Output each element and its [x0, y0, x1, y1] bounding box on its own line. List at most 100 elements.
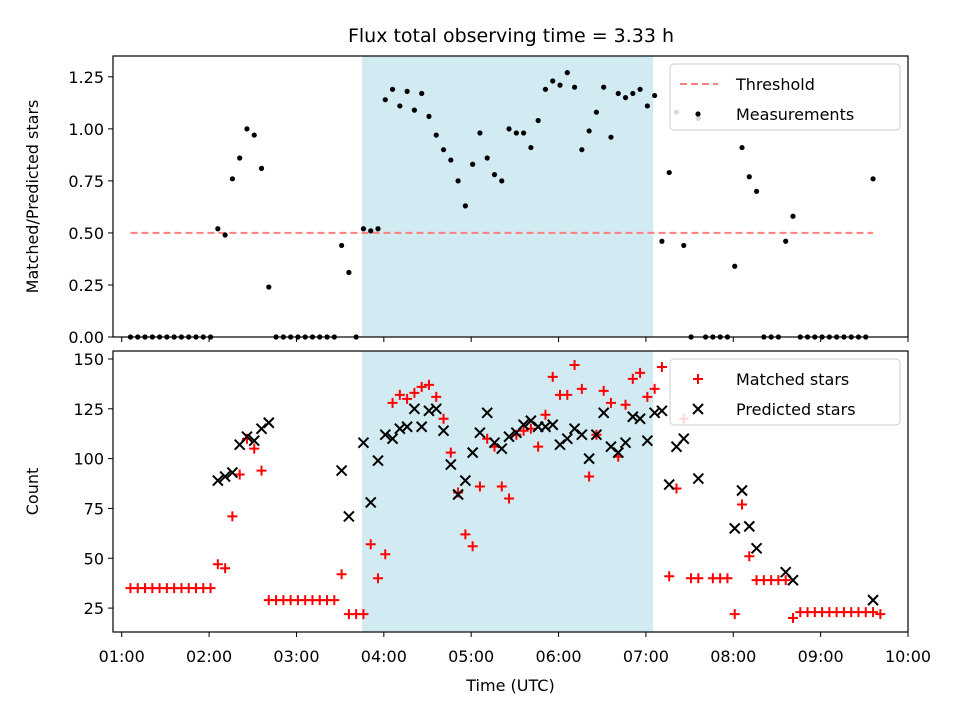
- legend-box: [669, 358, 901, 426]
- matched-marker: [787, 613, 798, 624]
- matched-marker: [605, 397, 616, 408]
- matched-marker: [394, 389, 405, 400]
- measurement-point: [215, 226, 221, 232]
- matched-marker: [227, 511, 238, 522]
- measurement-point: [753, 188, 760, 194]
- predicted-marker: [263, 417, 275, 429]
- predicted-marker: [241, 430, 253, 443]
- matched-marker: [649, 383, 660, 394]
- measurement-point: [637, 86, 643, 92]
- matched-marker: [365, 539, 376, 550]
- top-panel: 0.00 0.25 0.50 0.75 1.00 1.25 Matched/Predicte…: [23, 55, 909, 347]
- y-tick-label: 50: [84, 549, 104, 568]
- measurement-point: [521, 130, 527, 136]
- y-tick-label: 0.00: [68, 328, 104, 347]
- measurement-point: [397, 103, 403, 109]
- y-tick-label: 0.75: [68, 172, 104, 191]
- predicted-marker: [226, 466, 239, 479]
- predicted-marker: [212, 474, 224, 487]
- matched-marker: [504, 493, 515, 504]
- measurement-point: [513, 130, 519, 136]
- predicted-marker: [503, 430, 515, 443]
- measurement-point: [455, 178, 461, 184]
- matched-marker: [467, 541, 478, 552]
- predicted-marker: [787, 574, 799, 586]
- x-tick-label: 06:00: [535, 647, 581, 666]
- matched-marker: [234, 469, 245, 480]
- measurement-point: [659, 238, 665, 244]
- predicted-marker: [867, 594, 879, 606]
- matched-marker: [431, 391, 442, 402]
- x-tick-label: 01:00: [99, 647, 145, 666]
- matched-marker: [722, 573, 733, 584]
- predicted-marker: [372, 454, 384, 467]
- predicted-marker: [576, 428, 588, 441]
- matched-marker: [642, 391, 653, 402]
- matched-marker: [664, 571, 675, 582]
- predicted-marker: [408, 403, 421, 415]
- measurement-point: [491, 172, 498, 178]
- x-tick-label: 09:00: [798, 647, 844, 666]
- measurement-point: [652, 92, 658, 99]
- matched-marker: [656, 361, 667, 372]
- predicted-marker: [430, 403, 442, 415]
- matched-marker: [212, 559, 223, 570]
- y-tick-label: 1.25: [68, 68, 104, 87]
- predicted-marker: [583, 452, 595, 465]
- matched-marker: [780, 575, 791, 586]
- legend-matched-swatch: [693, 374, 703, 384]
- measurement-point: [229, 176, 235, 182]
- matched-marker: [729, 609, 740, 620]
- matched-marker: [620, 399, 631, 410]
- matched-marker: [256, 465, 267, 476]
- measurement-point: [608, 134, 614, 140]
- measurement-point: [550, 78, 556, 84]
- x-tick-label: 08:00: [710, 647, 756, 666]
- predicted-marker: [678, 432, 690, 445]
- y-tick-label: 75: [84, 499, 104, 518]
- matched-marker: [220, 563, 231, 574]
- measurement-point: [375, 226, 381, 232]
- measurement-point: [579, 147, 585, 153]
- y-axis-label: Matched/Predicted stars: [23, 100, 42, 294]
- measurement-point: [790, 213, 796, 219]
- measurement-point: [571, 84, 578, 90]
- predicted-marker: [365, 496, 377, 509]
- predicted-marker: [663, 478, 675, 491]
- predicted-marker: [357, 436, 370, 449]
- matched-marker: [423, 379, 434, 390]
- predicted-marker: [445, 458, 457, 471]
- x-tick-label: 07:00: [623, 647, 669, 666]
- measurement-point: [644, 103, 650, 109]
- predicted-marker: [517, 419, 530, 431]
- measurement-point: [346, 269, 352, 276]
- predicted-marker: [466, 446, 479, 459]
- predicted-marker: [641, 434, 654, 447]
- matched-marker: [205, 583, 216, 594]
- matched-marker: [373, 573, 383, 584]
- measurement-point: [630, 90, 636, 97]
- predicted-marker: [634, 413, 646, 425]
- matched-marker: [584, 471, 595, 482]
- predicted-marker: [474, 427, 486, 439]
- measurement-point: [586, 128, 592, 134]
- matched-marker: [635, 367, 646, 378]
- measurement-point: [411, 107, 418, 113]
- predicted-marker: [561, 432, 573, 445]
- predicted-marker: [459, 474, 472, 487]
- predicted-marker: [729, 522, 741, 535]
- measurement-point: [426, 113, 432, 119]
- y-tick-label: 1.00: [68, 120, 104, 139]
- predicted-marker: [343, 510, 355, 523]
- predicted-marker: [547, 419, 559, 431]
- predicted-marker: [612, 446, 624, 459]
- measurement-point: [404, 88, 410, 94]
- measurement-point: [528, 144, 534, 151]
- predicted-marker: [248, 434, 260, 447]
- predicted-marker: [656, 405, 668, 417]
- matched-marker: [409, 387, 420, 398]
- measurement-point: [593, 109, 600, 115]
- axes-frame: [112, 350, 909, 633]
- matched-marker: [693, 573, 704, 584]
